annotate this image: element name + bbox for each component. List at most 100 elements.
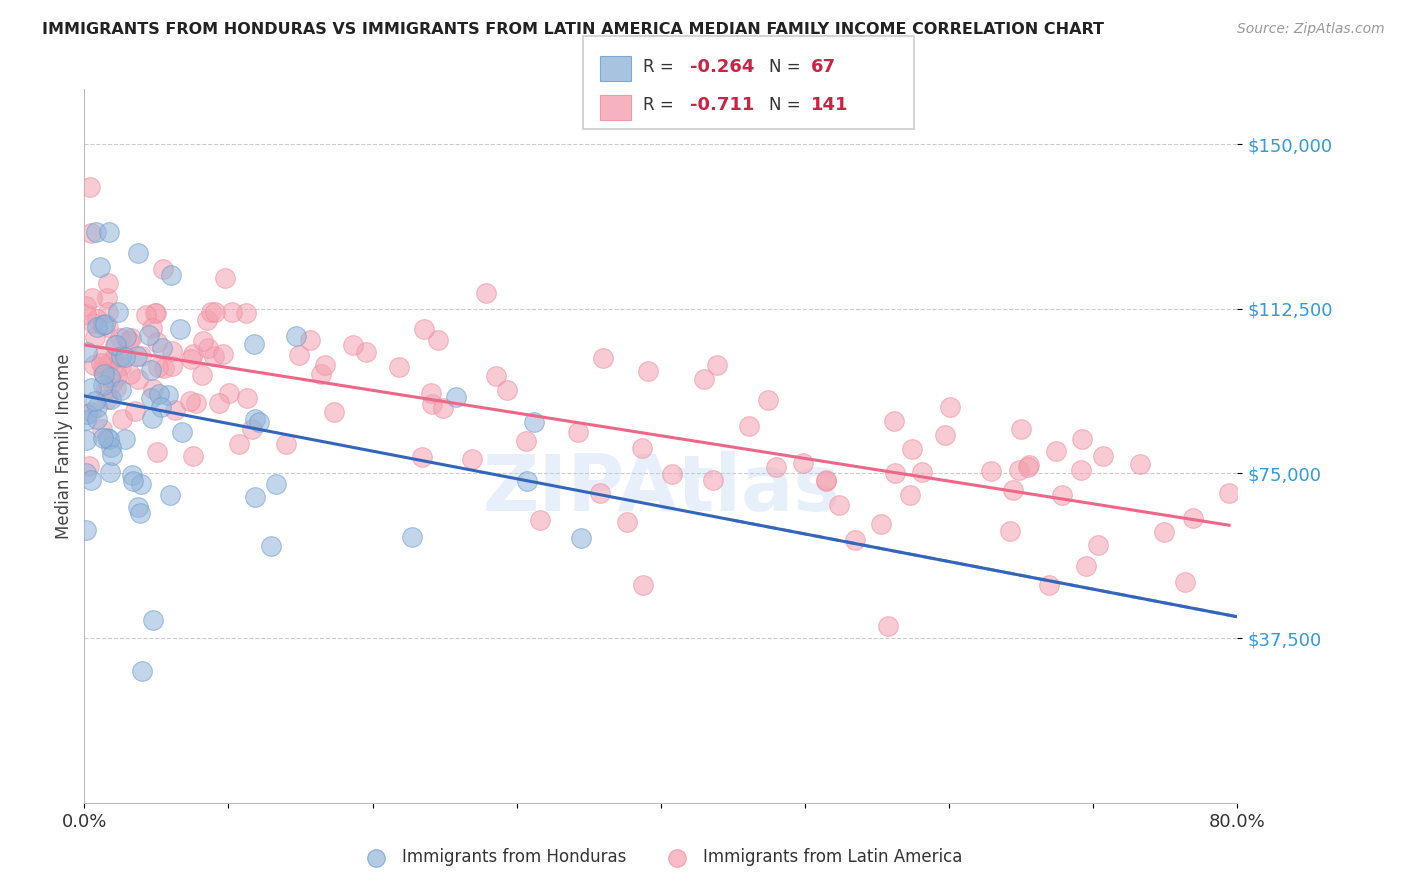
Point <box>934 428 956 442</box>
Text: Source: ZipAtlas.com: Source: ZipAtlas.com <box>1237 22 1385 37</box>
Point <box>121 474 143 488</box>
Point <box>401 530 423 544</box>
Point <box>83 358 105 372</box>
Point <box>146 334 169 349</box>
Point <box>76 408 98 422</box>
Text: ZIPAtlas: ZIPAtlas <box>482 450 839 527</box>
Point <box>94 382 117 396</box>
Point <box>567 425 589 439</box>
Point <box>89 260 111 274</box>
Point <box>592 351 614 366</box>
Point <box>91 422 114 436</box>
Point <box>181 347 204 361</box>
Point <box>146 359 169 374</box>
Point <box>98 465 121 479</box>
Point <box>96 392 118 406</box>
Point <box>980 464 1002 478</box>
Point <box>114 350 136 364</box>
Point <box>461 451 484 466</box>
Point <box>84 330 107 344</box>
Point <box>131 664 153 678</box>
Point <box>135 309 157 323</box>
Text: IMMIGRANTS FROM HONDURAS VS IMMIGRANTS FROM LATIN AMERICA MEDIAN FAMILY INCOME C: IMMIGRANTS FROM HONDURAS VS IMMIGRANTS F… <box>42 22 1104 37</box>
Point <box>149 401 172 415</box>
Point <box>101 376 124 391</box>
Point <box>121 467 143 482</box>
Point <box>637 364 659 378</box>
Point <box>93 368 115 382</box>
Point <box>75 307 97 321</box>
Point <box>285 329 308 343</box>
Point <box>197 341 219 355</box>
Point <box>143 306 166 320</box>
Point <box>105 338 128 352</box>
Point <box>79 459 101 474</box>
Point <box>264 477 287 491</box>
Point <box>86 312 108 326</box>
Point <box>693 371 716 385</box>
Point <box>76 345 98 359</box>
Point <box>165 403 187 417</box>
Point <box>125 350 148 364</box>
Point <box>97 276 120 290</box>
Point <box>792 456 814 470</box>
Point <box>432 401 454 416</box>
Point <box>706 358 728 372</box>
Point <box>80 405 103 419</box>
Point <box>426 333 449 347</box>
Point <box>911 466 934 480</box>
Point <box>110 349 132 363</box>
Point <box>120 368 142 382</box>
Point <box>128 506 150 520</box>
Point <box>444 390 467 404</box>
Point <box>114 433 136 447</box>
Legend: Immigrants from Honduras, Immigrants from Latin America: Immigrants from Honduras, Immigrants fro… <box>353 842 969 873</box>
Point <box>420 397 443 411</box>
Point <box>184 395 207 409</box>
Point <box>1017 460 1039 475</box>
Point <box>756 393 779 408</box>
Point <box>110 411 132 425</box>
Point <box>529 514 551 528</box>
Point <box>115 330 138 344</box>
Point <box>356 345 378 359</box>
Point <box>901 442 924 456</box>
Point <box>127 372 149 386</box>
Point <box>183 449 205 463</box>
Point <box>883 414 905 428</box>
Text: 67: 67 <box>811 58 837 76</box>
Point <box>515 434 537 449</box>
Point <box>243 337 266 351</box>
Point <box>105 368 128 383</box>
Point <box>124 404 146 418</box>
Point <box>495 383 517 397</box>
Point <box>86 319 108 334</box>
Point <box>142 382 165 396</box>
Point <box>97 356 120 370</box>
Point <box>342 338 364 352</box>
Point <box>129 349 152 363</box>
Point <box>1002 483 1025 497</box>
Point <box>169 321 191 335</box>
Point <box>160 268 183 283</box>
Point <box>127 500 149 515</box>
Point <box>898 488 921 502</box>
Point <box>202 349 225 363</box>
Point <box>75 466 97 480</box>
Point <box>97 320 120 334</box>
Point <box>100 392 122 407</box>
Point <box>97 305 120 319</box>
Point <box>97 433 120 447</box>
Point <box>588 485 610 500</box>
Point <box>91 360 114 375</box>
Point <box>80 291 103 305</box>
Point <box>247 415 270 429</box>
Point <box>139 391 162 405</box>
Point <box>815 475 838 489</box>
Point <box>765 459 787 474</box>
Point <box>75 413 97 427</box>
Point <box>129 477 152 491</box>
Text: N =: N = <box>769 96 806 114</box>
Point <box>522 415 544 429</box>
Point <box>631 578 654 592</box>
